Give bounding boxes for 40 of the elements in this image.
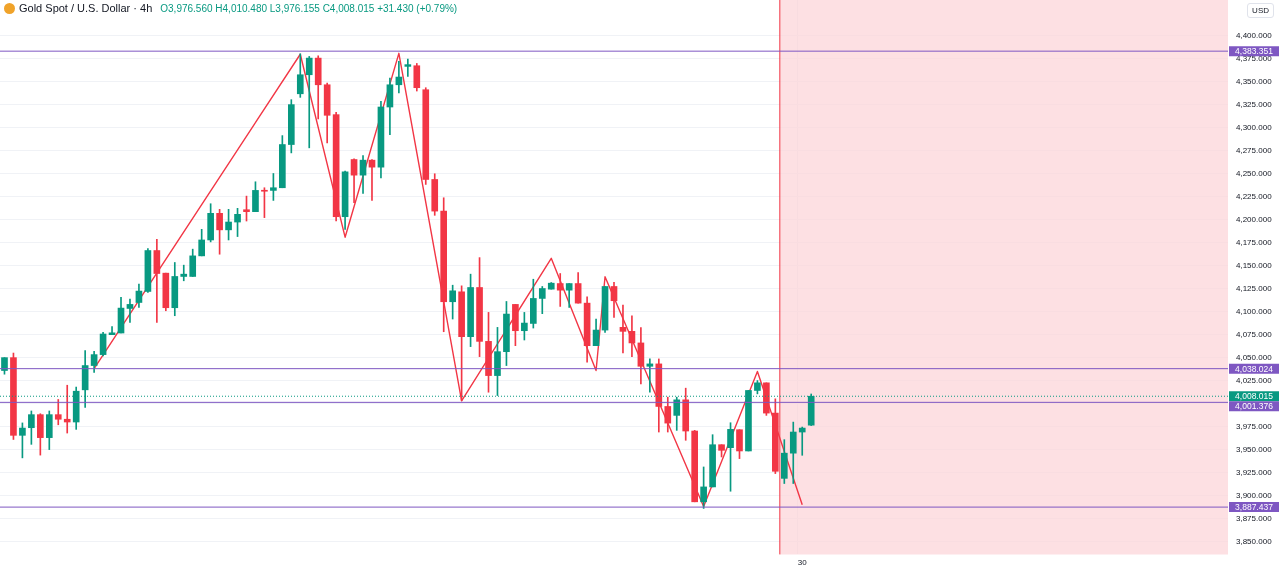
- y-tick-label: 4,075.000: [1236, 329, 1273, 339]
- y-tick-label: 4,325.000: [1236, 100, 1273, 110]
- y-tick-label: 3,925.000: [1236, 467, 1273, 477]
- candlestick: [180, 264, 188, 282]
- candlestick: [126, 298, 134, 323]
- y-tick-label: 4,275.000: [1236, 145, 1273, 155]
- y-tick-label: 4,100.000: [1236, 306, 1273, 316]
- y-axis-title: USD: [1247, 3, 1274, 18]
- y-tick-label: 3,850.000: [1236, 536, 1273, 546]
- candlestick: [556, 273, 564, 307]
- ref-line-label: 3,887.437: [1235, 501, 1274, 512]
- candlestick: [646, 358, 654, 393]
- y-tick-label: 4,175.000: [1236, 237, 1273, 247]
- chart-title: Gold Spot / U.S. Dollar · 4h: [19, 2, 153, 14]
- y-tick-label: 4,225.000: [1236, 191, 1273, 201]
- y-tick-label: 4,125.000: [1236, 283, 1273, 293]
- y-tick-label: 4,375.000: [1236, 54, 1273, 64]
- y-tick-label: 4,250.000: [1236, 168, 1273, 178]
- y-tick-label: 4,400.000: [1236, 31, 1273, 41]
- candlestick: [63, 384, 71, 434]
- candlestick: [305, 56, 313, 149]
- y-tick-label: 3,950.000: [1236, 444, 1273, 454]
- y-tick-label: 3,875.000: [1236, 513, 1273, 523]
- ref-line-label: 4,383.351: [1235, 46, 1274, 57]
- x-tick-label: 30: [797, 558, 808, 568]
- ref-line-label: 4,001.376: [1235, 401, 1274, 412]
- y-tick-label: 4,150.000: [1236, 260, 1273, 270]
- y-tick-label: 4,025.000: [1236, 375, 1273, 385]
- y-tick-label: 3,975.000: [1236, 421, 1273, 431]
- y-tick-label: 4,050.000: [1236, 352, 1273, 362]
- candlestick: [404, 58, 412, 77]
- ref-line-label: 4,008.015: [1235, 391, 1274, 402]
- y-tick-label: 3,900.000: [1236, 490, 1273, 500]
- ref-line-label: 4,038.024: [1235, 363, 1274, 374]
- chart-subtitle: O3,976.560 H4,010.480 L3,976.155 C4,008.015 +31.430 (+0.79%): [160, 2, 458, 14]
- y-tick-label: 4,200.000: [1236, 214, 1273, 224]
- candlestick: [798, 426, 806, 456]
- y-tick-label: 4,350.000: [1236, 77, 1273, 87]
- candlestick: [619, 304, 627, 354]
- y-tick-label: 4,300.000: [1236, 123, 1273, 132]
